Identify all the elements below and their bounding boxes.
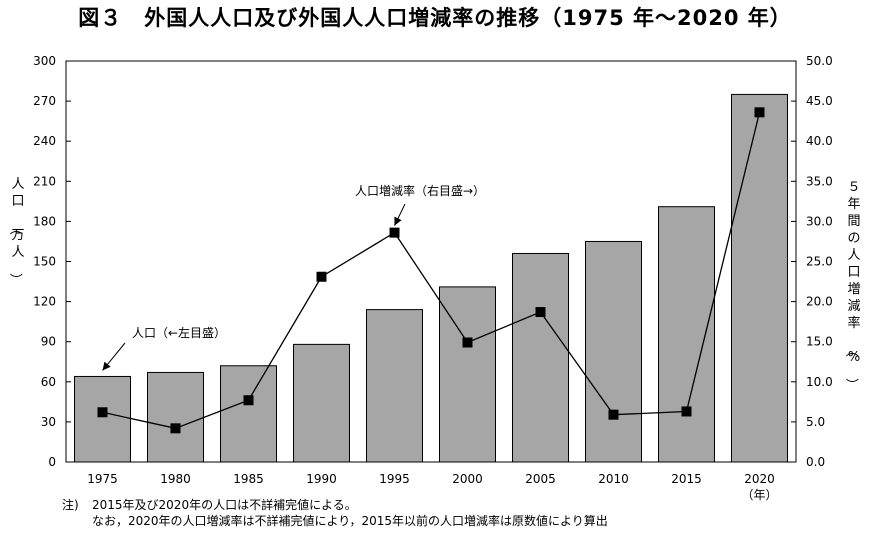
left-tick-label: 300 (33, 54, 56, 68)
x-tick-label: 1980 (160, 472, 191, 486)
rate-marker-1975 (97, 407, 108, 418)
right-tick-label: 50.0 (806, 54, 833, 68)
left-tick-label: 240 (33, 134, 56, 148)
x-tick-label: 2010 (598, 472, 629, 486)
bar-1995 (366, 309, 423, 463)
left-tick-label: 60 (41, 375, 56, 389)
bar-2005 (512, 252, 569, 463)
right-tick-label: 35.0 (806, 174, 833, 188)
right-tick-label: 0.0 (806, 455, 825, 469)
left-tick-label: 120 (33, 295, 56, 309)
annotation-rate: 人口増減率（右目盛→） (355, 183, 485, 198)
rate-marker-2010 (608, 409, 619, 420)
left-tick-label: 150 (33, 255, 56, 269)
rate-marker-1990 (316, 271, 327, 282)
chart-notes: 注) 2015年及び2020年の人口は不詳補完値による。 なお，2020年の人口増… (62, 497, 608, 529)
rate-marker-2020 (754, 107, 765, 118)
note-line-1: 注) 2015年及び2020年の人口は不詳補完値による。 (62, 497, 608, 513)
note-prefix: 注) (62, 498, 79, 512)
right-tick-label: 5.0 (806, 415, 825, 429)
left-tick-label: 210 (33, 174, 56, 188)
right-tick-label: 15.0 (806, 335, 833, 349)
right-tick-label: 30.0 (806, 214, 833, 228)
x-tick-label: 2015 (671, 472, 702, 486)
bar-1985 (220, 365, 277, 463)
rate-marker-2015 (681, 406, 692, 417)
rate-marker-2000 (462, 337, 473, 348)
right-axis-title: ５年間の人口増減率（%） (843, 180, 860, 391)
bar-2020 (731, 93, 788, 463)
left-axis-title: 人口（万人） (7, 177, 24, 286)
rate-marker-1980 (170, 423, 181, 434)
left-tick-label: 270 (33, 94, 56, 108)
x-tick-label: 2000 (452, 472, 483, 486)
x-tick-label: 1975 (87, 472, 118, 486)
right-tick-label: 25.0 (806, 255, 833, 269)
bar-1980 (147, 371, 204, 463)
rate-marker-1985 (243, 395, 254, 406)
bar-2010 (585, 240, 642, 463)
note-text-2: なお，2020年の人口増減率は不詳補完値により，2015年以前の人口増減率は原数… (92, 514, 608, 528)
annotation-population: 人口（←左目盛） (132, 325, 226, 340)
annotation-population-arrow-head (102, 361, 111, 371)
bar-1975 (74, 375, 131, 463)
x-tick-label: 2020 (744, 472, 775, 486)
annotation-rate-arrow-head (394, 216, 402, 226)
bar-2015 (658, 206, 715, 463)
note-text-1: 2015年及び2020年の人口は不詳補完値による。 (92, 498, 357, 512)
left-tick-label: 90 (41, 335, 56, 349)
right-tick-label: 40.0 (806, 134, 833, 148)
right-tick-label: 20.0 (806, 295, 833, 309)
rate-line (102, 112, 761, 429)
bar-2000 (439, 286, 496, 463)
right-tick-label: 10.0 (806, 375, 833, 389)
x-tick-label: 1995 (379, 472, 410, 486)
left-tick-label: 0 (48, 455, 56, 469)
x-tick-label: 2005 (525, 472, 556, 486)
left-tick-label: 30 (41, 415, 56, 429)
x-tick-label: 1985 (233, 472, 264, 486)
x-tick-label: 1990 (306, 472, 337, 486)
bar-1990 (293, 343, 350, 463)
rate-marker-1995 (389, 227, 400, 238)
left-tick-label: 180 (33, 214, 56, 228)
rate-marker-2005 (535, 307, 546, 318)
x-unit-label: （年） (741, 488, 777, 502)
chart-title: 図３ 外国人人口及び外国人人口増減率の推移（1975 年～2020 年） (78, 6, 792, 30)
right-tick-label: 45.0 (806, 94, 833, 108)
note-line-2: なお，2020年の人口増減率は不詳補完値により，2015年以前の人口増減率は原数… (62, 513, 608, 529)
